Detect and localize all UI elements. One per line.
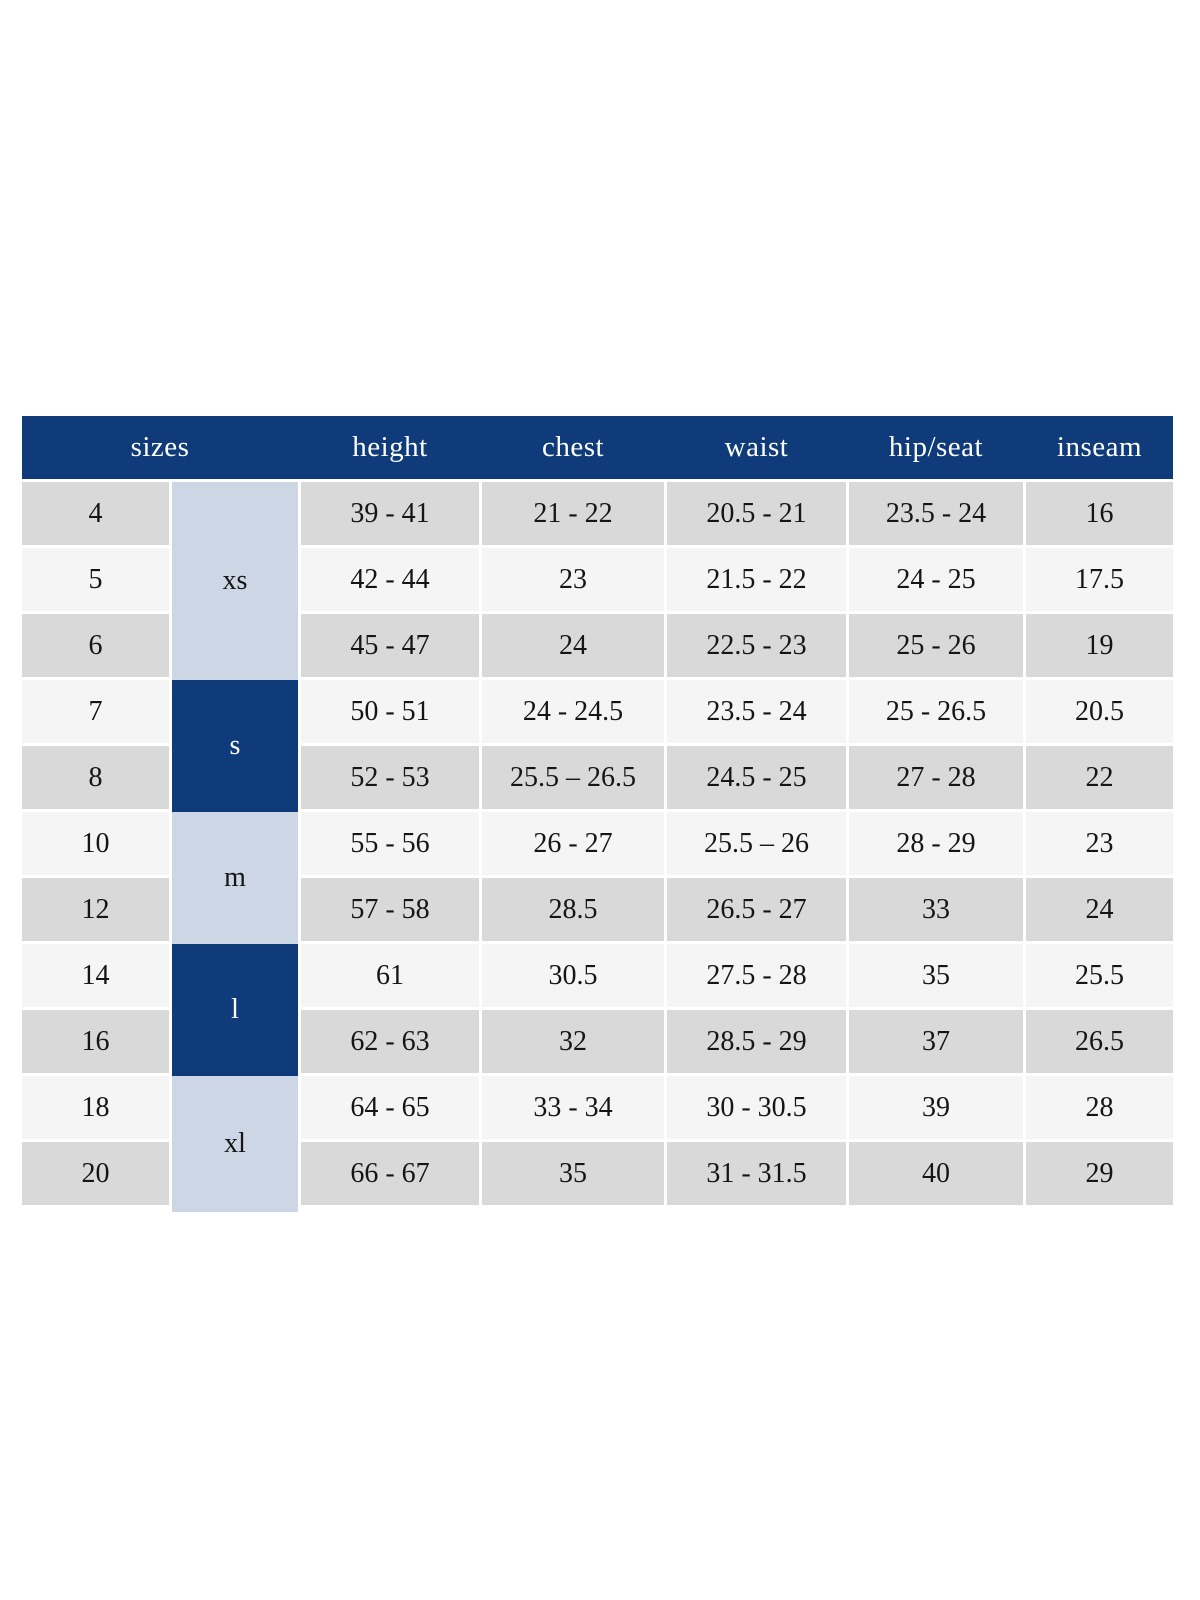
cell-hip-seat: 37 (849, 1010, 1023, 1073)
cell-waist: 26.5 - 27 (667, 878, 846, 941)
header-waist: waist (724, 431, 789, 463)
cell-chest: 32 (482, 1010, 664, 1073)
cell-inseam: 25.5 (1026, 944, 1173, 1007)
cell-waist: 20.5 - 21 (667, 482, 846, 545)
cell-hip-seat: 39 (849, 1076, 1023, 1139)
cell-height: 50 - 51 (301, 680, 479, 743)
cell-inseam: 16 (1026, 482, 1173, 545)
cell-height: 55 - 56 (301, 812, 479, 875)
header-sizes: sizes (130, 431, 190, 463)
cell-hip-seat: 33 (849, 878, 1023, 941)
header-hip-seat: hip/seat (888, 431, 984, 463)
size-group-m: m (172, 812, 298, 944)
cell-size: 18 (22, 1076, 169, 1139)
header-chest: chest (541, 431, 605, 463)
cell-waist: 30 - 30.5 (667, 1076, 846, 1139)
cell-waist: 27.5 - 28 (667, 944, 846, 1007)
cell-inseam: 19 (1026, 614, 1173, 677)
cell-hip-seat: 24 - 25 (849, 548, 1023, 611)
cell-height: 66 - 67 (301, 1142, 479, 1205)
header-height: height (352, 431, 428, 463)
cell-inseam: 28 (1026, 1076, 1173, 1139)
cell-height: 52 - 53 (301, 746, 479, 809)
cell-size: 5 (22, 548, 169, 611)
size-group-xl: xl (172, 1076, 298, 1212)
cell-size: 20 (22, 1142, 169, 1205)
size-group-xs: xs (172, 482, 298, 680)
cell-chest: 24 - 24.5 (482, 680, 664, 743)
cell-size: 7 (22, 680, 169, 743)
size-chart-table: sizes height chest waist hip/seat inseam… (22, 416, 1173, 1212)
cell-chest: 24 (482, 614, 664, 677)
cell-inseam: 17.5 (1026, 548, 1173, 611)
cell-waist: 31 - 31.5 (667, 1142, 846, 1205)
cell-size: 14 (22, 944, 169, 1007)
cell-hip-seat: 40 (849, 1142, 1023, 1205)
cell-hip-seat: 27 - 28 (849, 746, 1023, 809)
table-header: sizes height chest waist hip/seat inseam (22, 416, 1173, 479)
cell-height: 57 - 58 (301, 878, 479, 941)
cell-chest: 21 - 22 (482, 482, 664, 545)
cell-inseam: 29 (1026, 1142, 1173, 1205)
cell-chest: 25.5 – 26.5 (482, 746, 664, 809)
cell-inseam: 26.5 (1026, 1010, 1173, 1073)
cell-inseam: 22 (1026, 746, 1173, 809)
cell-waist: 28.5 - 29 (667, 1010, 846, 1073)
cell-height: 61 (301, 944, 479, 1007)
size-group-l: l (172, 944, 298, 1076)
cell-hip-seat: 35 (849, 944, 1023, 1007)
size-group-s: s (172, 680, 298, 812)
cell-chest: 26 - 27 (482, 812, 664, 875)
cell-hip-seat: 25 - 26.5 (849, 680, 1023, 743)
cell-chest: 30.5 (482, 944, 664, 1007)
cell-waist: 22.5 - 23 (667, 614, 846, 677)
cell-hip-seat: 23.5 - 24 (849, 482, 1023, 545)
cell-inseam: 20.5 (1026, 680, 1173, 743)
cell-height: 39 - 41 (301, 482, 479, 545)
cell-chest: 28.5 (482, 878, 664, 941)
cell-waist: 24.5 - 25 (667, 746, 846, 809)
cell-hip-seat: 28 - 29 (849, 812, 1023, 875)
cell-size: 4 (22, 482, 169, 545)
cell-size: 16 (22, 1010, 169, 1073)
cell-size: 8 (22, 746, 169, 809)
header-inseam: inseam (1056, 431, 1143, 463)
cell-size: 12 (22, 878, 169, 941)
cell-hip-seat: 25 - 26 (849, 614, 1023, 677)
cell-height: 45 - 47 (301, 614, 479, 677)
cell-chest: 35 (482, 1142, 664, 1205)
cell-inseam: 23 (1026, 812, 1173, 875)
cell-chest: 23 (482, 548, 664, 611)
table-body: xs s m l xl 4 39 - 41 21 - 22 20.5 - 21 … (22, 482, 1173, 1212)
cell-waist: 23.5 - 24 (667, 680, 846, 743)
cell-waist: 21.5 - 22 (667, 548, 846, 611)
cell-height: 62 - 63 (301, 1010, 479, 1073)
cell-waist: 25.5 – 26 (667, 812, 846, 875)
cell-size: 10 (22, 812, 169, 875)
cell-height: 42 - 44 (301, 548, 479, 611)
cell-height: 64 - 65 (301, 1076, 479, 1139)
cell-inseam: 24 (1026, 878, 1173, 941)
cell-chest: 33 - 34 (482, 1076, 664, 1139)
cell-size: 6 (22, 614, 169, 677)
